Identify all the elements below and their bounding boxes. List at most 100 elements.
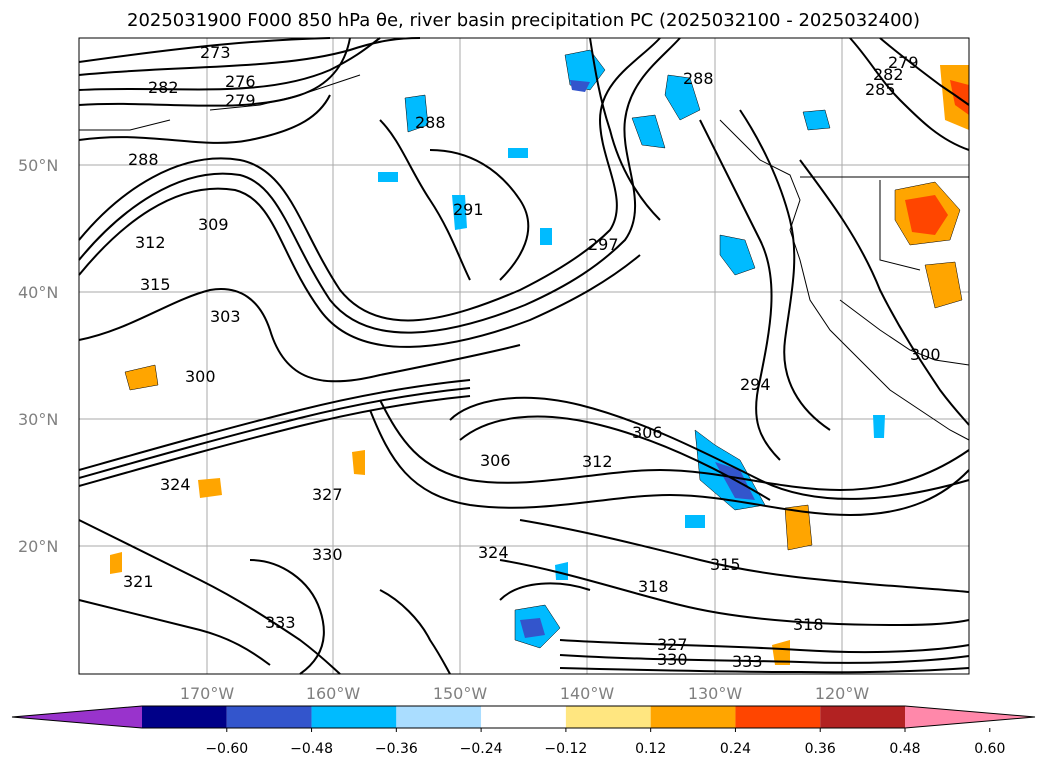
contour-label: 273 [200,43,231,62]
lon-tick-label: 120°W [815,684,870,703]
colorbar-outline [11,705,1036,729]
contour-line [379,399,970,492]
precip-blob [784,504,813,551]
contour-labels: 273 276 279 282 288 288 291 297 294 300 … [123,43,941,671]
contour-line [499,559,970,627]
us-mexico-border [839,299,970,366]
contour-label: 327 [657,635,688,654]
lon-tick-label: 160°W [306,684,361,703]
contour-line [78,37,381,91]
contour-line [739,109,831,431]
contour-label: 303 [210,307,241,326]
contour-label: 288 [683,69,714,88]
contour-label: 321 [123,572,154,591]
lat-ticks: 50°N 40°N 30°N 20°N [18,156,58,556]
precip-blob [452,195,467,230]
contour-label: 324 [160,475,191,494]
contour-label: 297 [588,235,619,254]
contour-label: 318 [638,577,669,596]
precip-blob [905,195,948,235]
precip-blob [719,234,756,276]
precip-blob [124,364,159,391]
contour-line [559,667,970,674]
precip-blob [802,109,831,131]
contour-line [78,599,271,666]
precip-blob [555,562,568,580]
precip-shading [110,49,969,665]
contour-label: 315 [140,275,171,294]
contour-line [559,654,970,664]
precip-blob [404,94,429,133]
plot-title: 2025031900 F000 850 hPa θe, river basin … [127,10,920,31]
lon-tick-label: 140°W [560,684,615,703]
contour-line [559,639,970,654]
precip-blob [631,114,666,149]
contour-line [78,37,331,63]
contour-line [78,37,661,322]
colorbar-swatch [735,706,821,728]
colorbar-tick-label: −0.36 [375,741,418,757]
contour-line [78,94,331,144]
contour-line [519,519,970,593]
precip-blob [508,148,528,158]
precip-blob [873,415,885,438]
contour-line [879,37,970,106]
contour-line [78,37,681,334]
colorbar-swatch [142,706,227,728]
lat-tick-label: 30°N [18,410,58,429]
contour-label: 312 [582,452,613,471]
contour-label: 285 [865,80,896,99]
aleutian-coast [79,119,171,131]
colorbar-tick-label: −0.60 [205,741,248,757]
precip-blob [110,552,122,574]
contour-line [249,559,325,675]
state-border [879,180,921,271]
precip-blob [198,478,222,498]
colorbar-tick-label: −0.48 [290,741,333,757]
contour-label: 300 [910,345,941,364]
colorbar-tick-label: 0.24 [720,741,751,757]
lat-tick-label: 40°N [18,283,58,302]
coastlines [79,74,970,441]
precip-blob [772,640,790,665]
colorbar-swatch [650,706,736,728]
contour-label: 309 [198,215,229,234]
colorbar-swatch [396,706,482,728]
contour-line [379,589,451,675]
contour-line [78,387,471,479]
precip-blob [570,80,590,92]
lon-tick-label: 170°W [180,684,235,703]
lat-tick-label: 50°N [18,156,58,175]
precip-blob [664,74,701,121]
colorbar-swatch [481,706,566,728]
contour-line [499,582,591,601]
contour-line [699,119,781,461]
colorbar-tick-label: −0.24 [460,741,503,757]
aleutian-coast [209,74,361,111]
lon-ticks: 170°W 160°W 150°W 140°W 130°W 120°W [180,684,870,703]
precip-blob [685,515,705,528]
contour-label: 330 [312,545,343,564]
contour-label: 306 [480,451,511,470]
contour-line [369,409,970,517]
precip-blob [352,450,365,475]
precip-blob [540,228,552,245]
lon-tick-label: 130°W [688,684,743,703]
contour-label: 315 [710,555,741,574]
colorbar-extend-high [905,706,1035,728]
contour-label: 294 [740,375,771,394]
contour-label: 333 [265,613,296,632]
contour-label: 276 [225,72,256,91]
theta-e-contours [78,37,970,675]
contour-label: 282 [873,65,904,84]
contour-label: 282 [148,78,179,97]
colorbar-swatch [820,706,905,728]
contour-label: 312 [135,233,166,252]
map-area [79,38,969,674]
contour-line [379,119,471,281]
contour-line [449,396,970,500]
precip-blob [520,618,545,638]
lat-tick-label: 20°N [18,537,58,556]
colorbar-tick-label: 0.48 [889,741,920,757]
